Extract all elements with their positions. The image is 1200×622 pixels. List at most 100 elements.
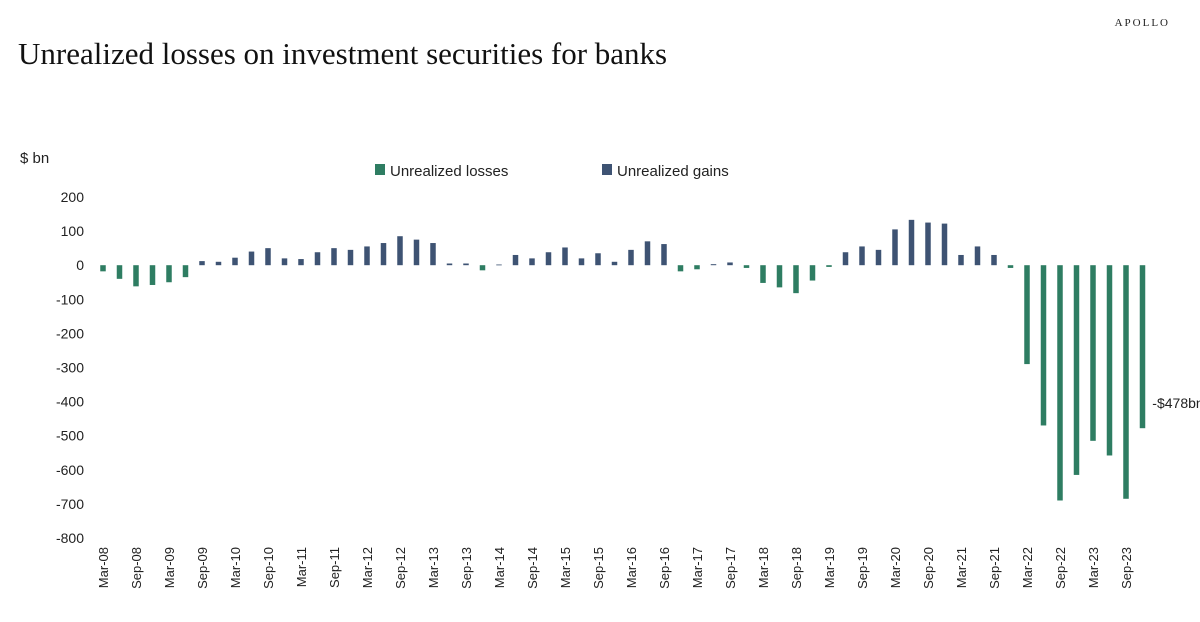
annotation-label: -$478bn (1152, 395, 1200, 411)
legend: Unrealized losses Unrealized gains (375, 163, 729, 180)
bar-gain (512, 254, 519, 266)
x-tick-label: Sep-08 (129, 547, 144, 589)
bar-gain (413, 239, 420, 266)
bar-loss (116, 265, 123, 279)
x-tick-label: Mar-17 (690, 547, 705, 588)
bar-gain (578, 258, 585, 266)
bar-gain (991, 254, 997, 266)
bar-gain (314, 252, 321, 266)
bar-loss (1090, 265, 1096, 441)
bar-gain (446, 263, 453, 266)
y-tick-label: -500 (56, 428, 84, 444)
legend-swatch-gains (602, 164, 612, 175)
legend-label-losses: Unrealized losses (390, 163, 508, 180)
x-tick-label: Sep-15 (591, 547, 606, 589)
bar-loss (166, 265, 172, 283)
y-tick-label: 200 (61, 189, 85, 205)
bar-loss (760, 265, 766, 283)
page-title: Unrealized losses on investment securiti… (18, 36, 668, 71)
bar-loss (479, 265, 486, 271)
x-tick-label: Sep-18 (789, 547, 804, 589)
bar-gain (463, 263, 469, 266)
x-tick-label: Sep-21 (987, 547, 1002, 589)
x-tick-label: Sep-16 (657, 547, 672, 589)
x-tick-label: Sep-17 (723, 547, 738, 589)
bar-gain (430, 243, 436, 266)
x-tick-label: Mar-15 (558, 547, 573, 588)
x-tick-label: Mar-14 (492, 547, 507, 588)
y-tick-label: -600 (56, 462, 84, 478)
bar-gain (562, 247, 568, 266)
x-tick-label: Mar-13 (426, 547, 441, 588)
x-tick-label: Mar-11 (294, 547, 309, 587)
bar-gain (347, 249, 354, 266)
x-tick-label: Mar-21 (954, 547, 969, 588)
bar-gain (331, 248, 337, 266)
bar-gain (199, 261, 205, 266)
bar-loss (743, 265, 750, 268)
x-tick-label: Sep-14 (525, 547, 540, 589)
bar-loss (133, 265, 139, 287)
x-tick-label: Mar-08 (96, 547, 111, 588)
bar-loss (809, 265, 816, 281)
x-tick-label: Mar-12 (360, 547, 375, 588)
bar-gain (232, 257, 238, 266)
bar-gain (892, 229, 898, 266)
y-tick-label: 100 (61, 223, 85, 239)
bar-gain (215, 261, 222, 266)
bar-loss (1040, 265, 1047, 426)
bar-gain (859, 246, 865, 266)
bar-loss (100, 265, 106, 272)
y-tick-label: -200 (56, 325, 84, 341)
bar-gain (908, 219, 915, 266)
bar-loss (1024, 265, 1030, 365)
bar-gain (611, 261, 618, 266)
legend-swatch-losses (375, 164, 385, 175)
bar-gain (958, 254, 964, 266)
bar-loss (1007, 265, 1014, 268)
bar-loss (1139, 265, 1146, 429)
y-tick-label: -400 (56, 394, 84, 410)
bar-gain (397, 236, 403, 266)
bar-gain (265, 248, 271, 266)
x-tick-label: Sep-13 (459, 547, 474, 589)
x-tick-label: Sep-23 (1119, 547, 1134, 589)
bar-loss (1057, 265, 1063, 501)
x-tick-label: Sep-22 (1053, 547, 1068, 589)
bar-gain (661, 244, 667, 266)
y-axis: 200 100 0 -100 -200 -300 -400 -500 -600 -700 -800 (56, 189, 84, 546)
y-tick-label: -100 (56, 291, 84, 307)
x-tick-label: Sep-12 (393, 547, 408, 589)
x-tick-label: Mar-22 (1020, 547, 1035, 588)
bar-gain (545, 252, 552, 266)
bar-gain (628, 249, 634, 266)
bar-loss (182, 265, 189, 278)
y-tick-label: -300 (56, 360, 84, 376)
bar-gain (710, 264, 717, 266)
bar-gain (298, 259, 304, 266)
x-tick-label: Sep-11 (327, 547, 342, 588)
bar-loss (1106, 265, 1113, 456)
x-tick-label: Mar-09 (162, 547, 177, 588)
brand-logo: APOLLO (1114, 17, 1170, 29)
bar-gain (529, 258, 535, 266)
bar-gain (364, 246, 370, 266)
x-tick-label: Mar-18 (756, 547, 771, 588)
bar-loss (149, 265, 156, 285)
bar-loss (793, 265, 799, 294)
y-tick-label: -800 (56, 530, 84, 546)
bar-gain (974, 246, 981, 266)
bar-loss (694, 265, 700, 270)
x-tick-label: Sep-20 (921, 547, 936, 589)
bar-loss (1123, 265, 1129, 499)
y-tick-label: 0 (76, 257, 84, 273)
bar-gain (380, 243, 387, 266)
y-tick-label: -700 (56, 496, 84, 512)
bar-loss (677, 265, 684, 272)
x-tick-label: Mar-23 (1086, 547, 1101, 588)
bar-gain (248, 251, 255, 266)
bars (100, 219, 1146, 501)
bar-gain (941, 223, 948, 266)
bar-gain (281, 258, 288, 266)
bar-gain (595, 253, 601, 266)
